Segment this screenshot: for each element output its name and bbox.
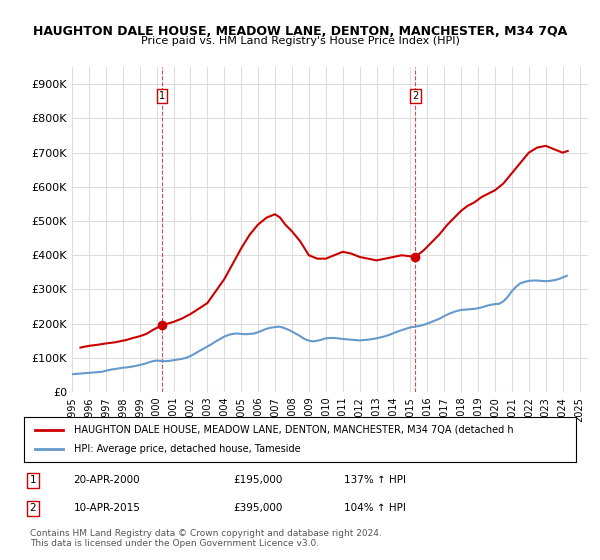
- Text: 1: 1: [29, 475, 36, 486]
- Text: £395,000: £395,000: [234, 503, 283, 514]
- Text: £195,000: £195,000: [234, 475, 283, 486]
- Text: HAUGHTON DALE HOUSE, MEADOW LANE, DENTON, MANCHESTER, M34 7QA (detached h: HAUGHTON DALE HOUSE, MEADOW LANE, DENTON…: [74, 424, 514, 435]
- Text: This data is licensed under the Open Government Licence v3.0.: This data is licensed under the Open Gov…: [30, 539, 319, 548]
- Text: 1: 1: [158, 91, 165, 101]
- Text: 104% ↑ HPI: 104% ↑ HPI: [344, 503, 406, 514]
- Text: 10-APR-2015: 10-APR-2015: [74, 503, 140, 514]
- Text: Contains HM Land Registry data © Crown copyright and database right 2024.: Contains HM Land Registry data © Crown c…: [30, 529, 382, 538]
- Text: 137% ↑ HPI: 137% ↑ HPI: [344, 475, 406, 486]
- Text: 20-APR-2000: 20-APR-2000: [74, 475, 140, 486]
- Text: 2: 2: [412, 91, 419, 101]
- Text: HPI: Average price, detached house, Tameside: HPI: Average price, detached house, Tame…: [74, 445, 301, 455]
- Text: 2: 2: [29, 503, 36, 514]
- Text: Price paid vs. HM Land Registry's House Price Index (HPI): Price paid vs. HM Land Registry's House …: [140, 36, 460, 46]
- Text: HAUGHTON DALE HOUSE, MEADOW LANE, DENTON, MANCHESTER, M34 7QA: HAUGHTON DALE HOUSE, MEADOW LANE, DENTON…: [33, 25, 567, 38]
